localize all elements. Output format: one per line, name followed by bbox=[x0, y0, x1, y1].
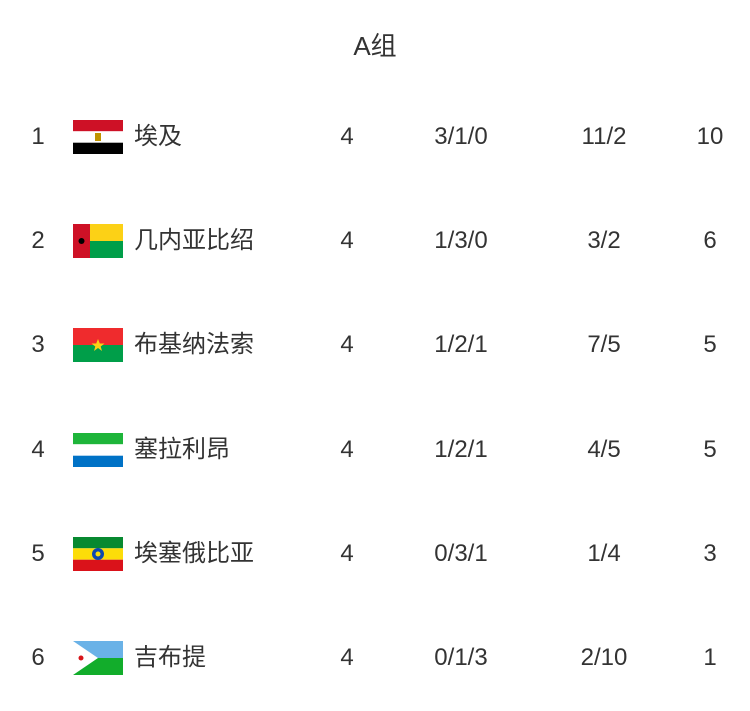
rank: 5 bbox=[31, 539, 45, 567]
goals-for-against: 4/5 bbox=[587, 435, 621, 463]
win-draw-loss: 3/1/0 bbox=[434, 123, 488, 150]
win-draw-loss: 0/3/1 bbox=[434, 539, 488, 567]
points: 3 bbox=[703, 539, 717, 567]
team-name: 几内亚比绍 bbox=[134, 227, 254, 255]
goals-for-against: 7/5 bbox=[587, 331, 621, 359]
rank: 4 bbox=[31, 435, 45, 463]
rank: 1 bbox=[31, 123, 45, 150]
team-name: 布基纳法索 bbox=[134, 331, 254, 359]
team-name: 塞拉利昂 bbox=[134, 435, 230, 463]
table-row: 4 塞拉利昂 4 1/2/1 4/5 5 bbox=[0, 430, 750, 470]
djibouti-flag-icon bbox=[73, 641, 123, 675]
burkina-faso-flag-icon bbox=[73, 328, 123, 363]
table-row: 6 吉布提 4 0/1/3 2/10 1 bbox=[0, 638, 750, 678]
team-name: 埃塞俄比亚 bbox=[134, 539, 254, 567]
points: 10 bbox=[696, 123, 724, 150]
win-draw-loss: 1/3/0 bbox=[434, 227, 488, 255]
win-draw-loss: 1/2/1 bbox=[434, 331, 488, 359]
goals-for-against: 3/2 bbox=[587, 227, 621, 255]
table-row: 1 埃及 4 3/1/0 11/2 10 bbox=[0, 117, 750, 157]
games-played: 4 bbox=[340, 644, 354, 671]
rank: 2 bbox=[31, 227, 45, 255]
win-draw-loss: 0/1/3 bbox=[434, 644, 488, 671]
points: 6 bbox=[703, 227, 717, 255]
games-played: 4 bbox=[340, 227, 354, 255]
games-played: 4 bbox=[340, 123, 354, 150]
egypt-flag-icon bbox=[73, 120, 123, 154]
games-played: 4 bbox=[340, 539, 354, 567]
games-played: 4 bbox=[340, 331, 354, 359]
group-title: A组 bbox=[353, 31, 397, 61]
win-draw-loss: 1/2/1 bbox=[434, 435, 488, 463]
team-name: 吉布提 bbox=[134, 644, 206, 671]
table-row: 2 几内亚比绍 4 1/3/0 3/2 6 bbox=[0, 221, 750, 261]
games-played: 4 bbox=[340, 435, 354, 463]
guinea-bissau-flag-icon bbox=[73, 224, 123, 259]
table-row: 3 布基纳法索 4 1/2/1 7/5 5 bbox=[0, 325, 750, 365]
points: 5 bbox=[703, 331, 717, 359]
ethiopia-flag-icon bbox=[73, 536, 123, 571]
points: 1 bbox=[703, 644, 717, 671]
sierra-leone-flag-icon bbox=[73, 432, 123, 467]
goals-for-against: 1/4 bbox=[587, 539, 621, 567]
team-name: 埃及 bbox=[134, 123, 182, 150]
points: 5 bbox=[703, 435, 717, 463]
table-row: 5 埃塞俄比亚 4 0/3/1 1/4 3 bbox=[0, 534, 750, 574]
goals-for-against: 11/2 bbox=[581, 123, 627, 150]
goals-for-against: 2/10 bbox=[580, 644, 628, 671]
rank: 3 bbox=[31, 331, 45, 359]
rank: 6 bbox=[31, 644, 45, 671]
